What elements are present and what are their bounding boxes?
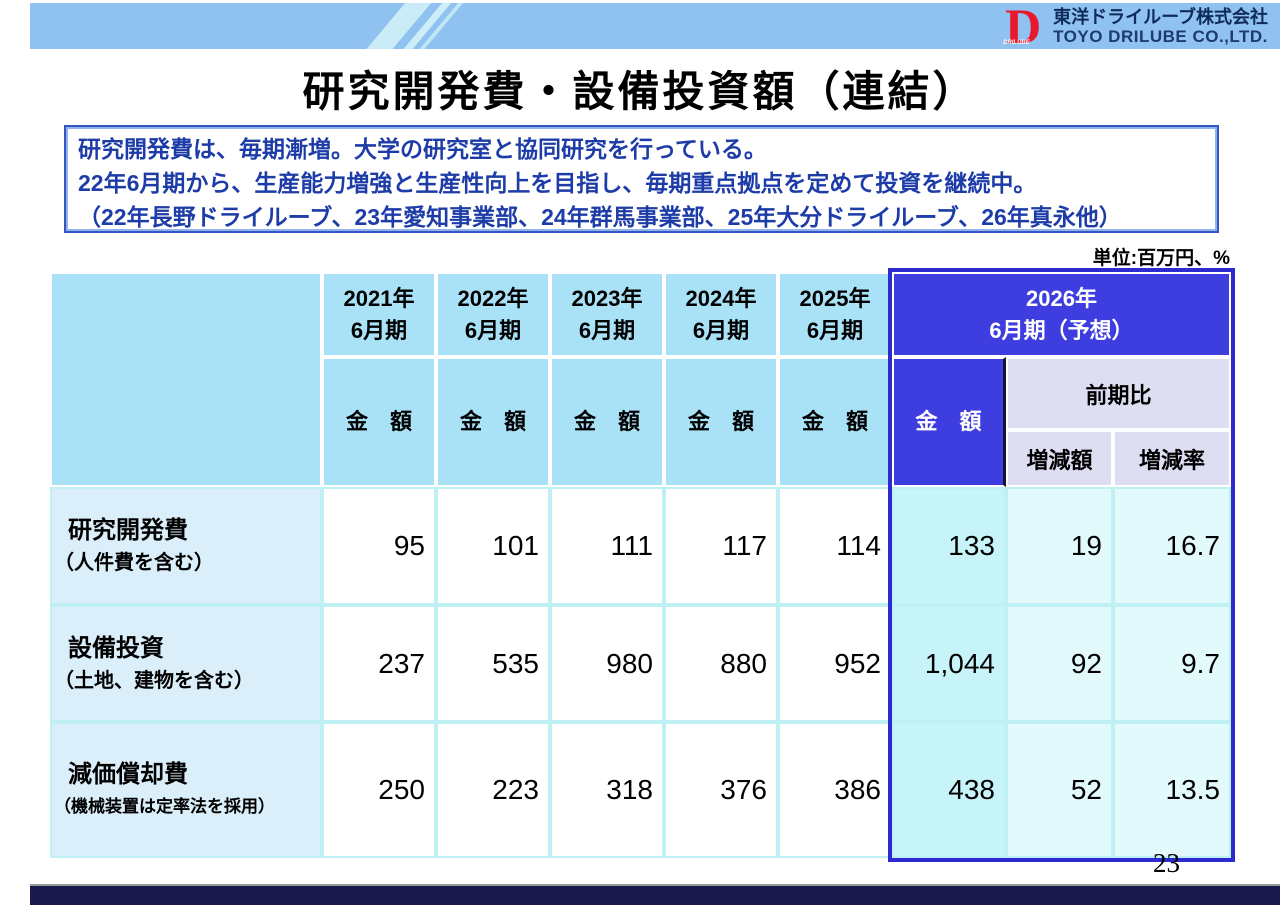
forecast-amount-header: 金 額 [892, 357, 1006, 487]
change-rate-cell: 9.7 [1113, 605, 1231, 722]
summary-line-2: 22年6月期から、生産能力増強と生産性向上を目指し、毎期重点拠点を定めて投資を継… [78, 170, 1037, 196]
value-cell: 223 [436, 722, 550, 858]
value-cell: 318 [550, 722, 664, 858]
top-banner: D DRILUBE 東洋ドライルーブ株式会社 TOYO DRILUBE CO.,… [30, 3, 1280, 49]
value-cell: 376 [664, 722, 778, 858]
summary-line-3: （22年長野ドライルーブ、23年愛知事業部、24年群馬事業部、25年大分ドライル… [78, 204, 1122, 230]
year-header-2021: 2021年 6月期 [322, 272, 436, 357]
value-cell: 535 [436, 605, 550, 722]
value-cell: 880 [664, 605, 778, 722]
change-rate-cell: 13.5 [1113, 722, 1231, 858]
value-cell: 250 [322, 722, 436, 858]
drilube-d-logo-icon: D DRILUBE [1003, 3, 1045, 49]
company-logo: D DRILUBE 東洋ドライルーブ株式会社 TOYO DRILUBE CO.,… [1003, 3, 1268, 49]
logo-word: DRILUBE [1003, 40, 1030, 46]
change-amount-cell: 52 [1006, 722, 1113, 858]
year-header-2022: 2022年 6月期 [436, 272, 550, 357]
page-title: 研究開発費・設備投資額（連結） [302, 68, 978, 115]
value-cell: 117 [664, 487, 778, 605]
row-label-capex: 設備投資 （土地、建物を含む） [50, 605, 322, 722]
value-cell: 237 [322, 605, 436, 722]
value-cell: 101 [436, 487, 550, 605]
year-header-2024: 2024年 6月期 [664, 272, 778, 357]
year-header-2026-forecast: 2026年 6月期（予想） [892, 272, 1231, 357]
row-label-depreciation: 減価償却費 （機械装置は定率法を採用） [50, 722, 322, 858]
company-name-en: TOYO DRILUBE CO.,LTD. [1053, 27, 1268, 46]
unit-label: 単位:百万円、% [1092, 248, 1230, 269]
forecast-value-cell: 1,044 [892, 605, 1006, 722]
amount-header: 金 額 [322, 357, 436, 487]
row-label-rd: 研究開発費 （人件費を含む） [50, 487, 322, 605]
amount-header: 金 額 [778, 357, 892, 487]
amount-header: 金 額 [664, 357, 778, 487]
corner-cell [50, 272, 322, 487]
footer-bar [30, 884, 1280, 905]
company-name-jp: 東洋ドライルーブ株式会社 [1053, 7, 1268, 27]
summary-box: 研究開発費は、毎期漸増。大学の研究室と協同研究を行っている。 22年6月期から、… [64, 125, 1219, 233]
value-cell: 980 [550, 605, 664, 722]
forecast-value-cell: 438 [892, 722, 1006, 858]
value-cell: 114 [778, 487, 892, 605]
year-header-2025: 2025年 6月期 [778, 272, 892, 357]
change-amount-header: 増減額 [1006, 430, 1113, 487]
value-cell: 111 [550, 487, 664, 605]
value-cell: 95 [322, 487, 436, 605]
yoy-header: 前期比 [1006, 357, 1231, 430]
change-amount-cell: 92 [1006, 605, 1113, 722]
value-cell: 952 [778, 605, 892, 722]
amount-header: 金 額 [550, 357, 664, 487]
value-cell: 386 [778, 722, 892, 858]
page-number: 23 [1153, 848, 1180, 878]
financial-table: 2021年 6月期 2022年 6月期 2023年 6月期 2024年 6月期 … [50, 268, 1235, 862]
year-header-2023: 2023年 6月期 [550, 272, 664, 357]
amount-header: 金 額 [436, 357, 550, 487]
change-rate-cell: 16.7 [1113, 487, 1231, 605]
change-amount-cell: 19 [1006, 487, 1113, 605]
summary-line-1: 研究開発費は、毎期漸増。大学の研究室と協同研究を行っている。 [78, 136, 767, 162]
forecast-value-cell: 133 [892, 487, 1006, 605]
change-rate-header: 増減率 [1113, 430, 1231, 487]
